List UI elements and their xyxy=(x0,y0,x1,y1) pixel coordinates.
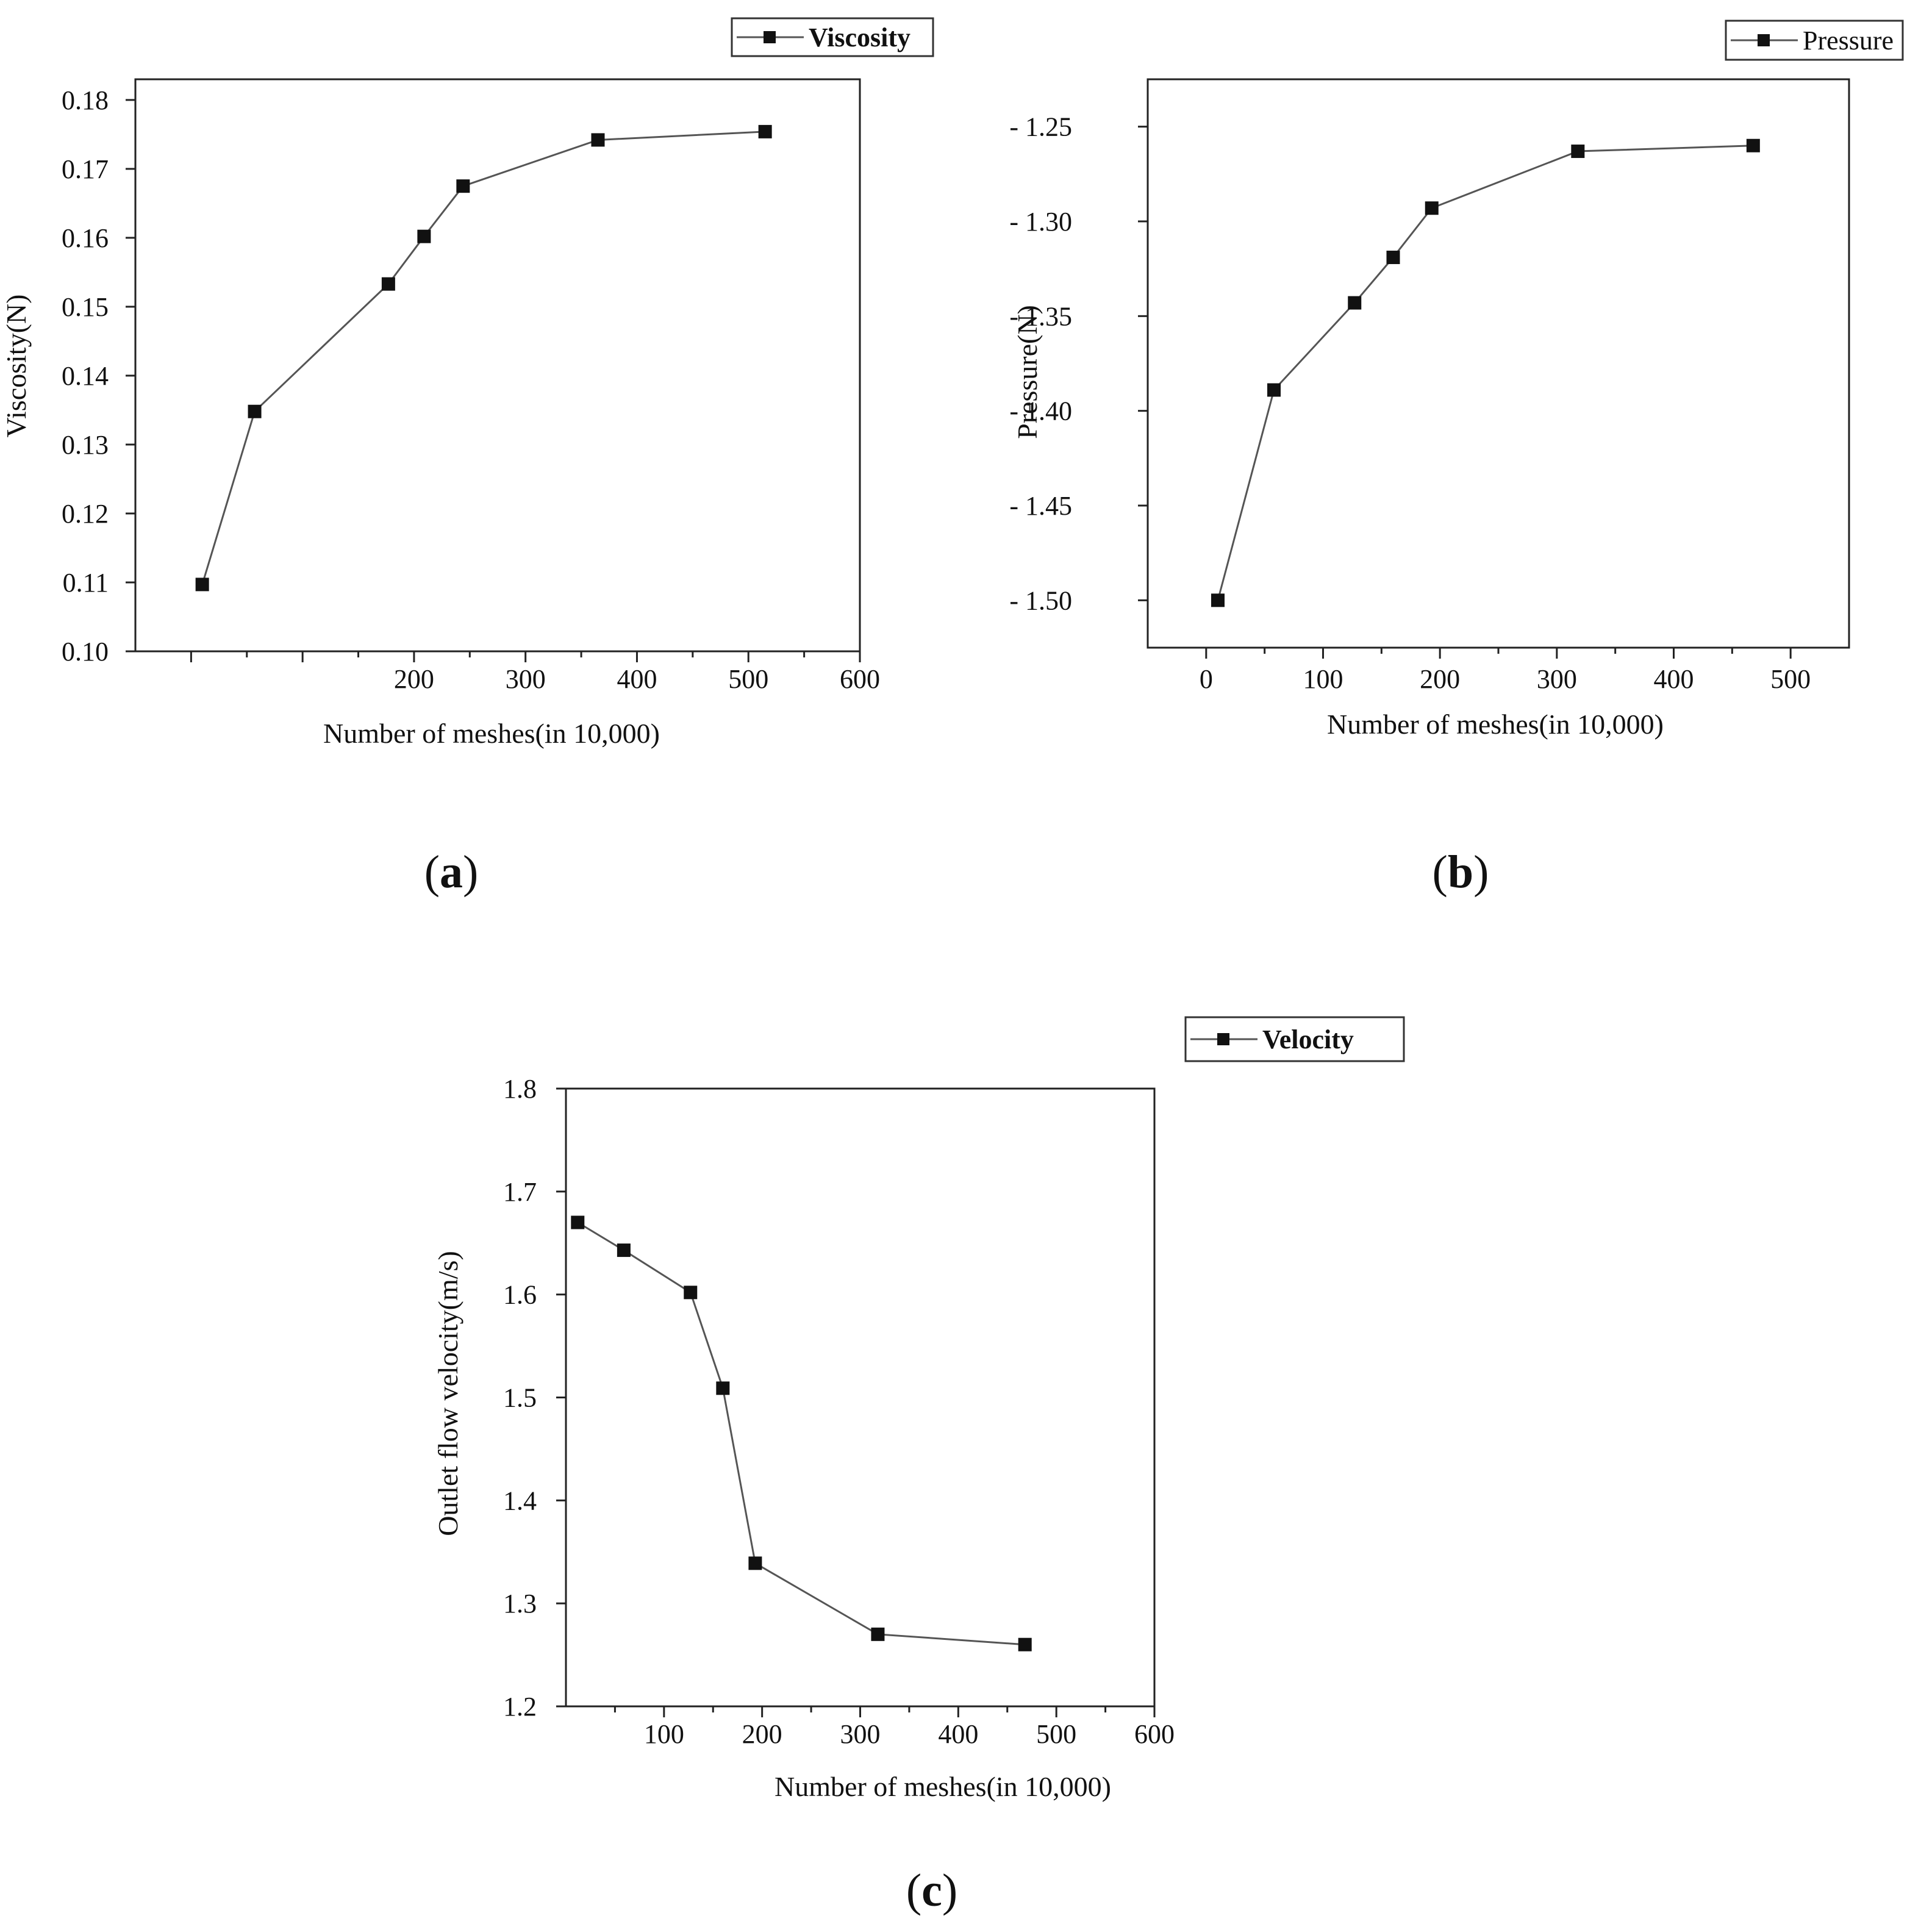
x-tick-label: 200 xyxy=(394,664,434,694)
y-tick-label: 1.4 xyxy=(503,1486,537,1515)
legend-label: Viscosity xyxy=(809,23,910,52)
legend-label: Pressure xyxy=(1803,26,1894,55)
series-line-velocity xyxy=(577,1222,1025,1646)
chart-b: - 1.25 - 1.30 - 1.35 - 1.40 - 1.45 - 1.50 0 100… xyxy=(1009,20,1904,898)
y-tick-label: - 1.50 xyxy=(1009,585,1072,615)
series-line-viscosity xyxy=(201,131,765,585)
legend: Viscosity xyxy=(731,17,934,57)
data-point xyxy=(195,578,209,592)
y-tick-label: - 1.25 xyxy=(1009,112,1072,142)
data-point xyxy=(716,1381,730,1395)
legend-marker xyxy=(1217,1033,1229,1045)
legend-marker xyxy=(764,31,776,43)
y-tick-label: 0.18 xyxy=(62,85,109,115)
data-point xyxy=(1348,296,1362,310)
panel-label: (a) xyxy=(424,846,479,898)
x-tick-label: 600 xyxy=(1134,1719,1175,1749)
y-tick-label: 0.17 xyxy=(62,154,109,184)
y-tick-label: 1.3 xyxy=(503,1589,537,1619)
data-point xyxy=(417,229,431,243)
x-tick-label: 600 xyxy=(840,664,880,694)
x-tick-label: 0 xyxy=(1200,664,1213,694)
x-tick-label: 300 xyxy=(840,1719,881,1749)
panel-label: (b) xyxy=(1433,846,1489,898)
y-tick-label: 0.13 xyxy=(62,430,109,460)
x-tick-label: 200 xyxy=(1420,664,1460,694)
data-point xyxy=(617,1243,631,1258)
data-point xyxy=(1386,251,1400,265)
x-tick-label: 300 xyxy=(506,664,546,694)
x-axis-title: Number of meshes(in 10,000) xyxy=(323,718,660,749)
plot-frame xyxy=(565,1087,1156,1708)
panel-letter: b xyxy=(1448,846,1473,898)
data-point xyxy=(748,1556,762,1570)
y-tick-label: 0.14 xyxy=(62,361,109,391)
x-tick-label: 400 xyxy=(617,664,657,694)
data-point xyxy=(1571,145,1585,159)
x-tick-label: 100 xyxy=(1303,664,1343,694)
x-tick-label: 400 xyxy=(1654,664,1694,694)
x-tick-label: 200 xyxy=(742,1719,782,1749)
data-point xyxy=(381,277,395,291)
data-point xyxy=(1746,138,1760,152)
y-tick-label: 1.7 xyxy=(503,1177,537,1207)
data-point xyxy=(1425,201,1439,215)
data-point xyxy=(1018,1637,1032,1651)
panel-letter: a xyxy=(440,846,463,898)
y-tick-label: 1.6 xyxy=(503,1280,537,1310)
y-tick-label: - 1.45 xyxy=(1009,491,1072,521)
y-tick-label: 0.10 xyxy=(62,637,109,667)
y-tick-label: 0.11 xyxy=(63,568,109,598)
data-point xyxy=(591,133,605,147)
legend-label: Velocity xyxy=(1262,1025,1354,1054)
chart-c: 1.2 1.3 1.4 1.5 1.6 1.7 1.8 100 200 300 400 500 600 N… xyxy=(432,1016,1405,1916)
y-tick-label: 1.8 xyxy=(503,1074,537,1104)
x-tick-label: 500 xyxy=(1770,664,1811,694)
series-line-pressure xyxy=(1217,145,1753,601)
y-axis-title: Viscosity(N) xyxy=(1,295,32,438)
data-point xyxy=(871,1627,885,1641)
data-point xyxy=(758,124,772,138)
y-tick-label: - 1.30 xyxy=(1009,207,1072,237)
data-point xyxy=(1211,593,1225,607)
y-tick-label: 0.16 xyxy=(62,223,109,253)
data-point xyxy=(248,404,262,418)
y-tick-label: - 1.35 xyxy=(1009,301,1072,331)
y-tick-label: - 1.40 xyxy=(1009,396,1072,426)
y-tick-label: 0.15 xyxy=(62,292,109,322)
legend: Pressure xyxy=(1725,20,1904,61)
plot-frame xyxy=(134,78,861,653)
plot-frame xyxy=(1147,78,1850,649)
chart-a: 0.10 0.11 0.12 0.13 0.14 0.15 0.16 0.17 0.18 200 3… xyxy=(1,17,934,898)
y-tick-label: 0.12 xyxy=(62,499,109,529)
data-point xyxy=(684,1286,698,1300)
legend: Velocity xyxy=(1184,1016,1405,1062)
y-axis-title: Pressure(N) xyxy=(1012,305,1043,439)
x-tick-label: 500 xyxy=(1036,1719,1076,1749)
x-tick-label: 400 xyxy=(938,1719,978,1749)
data-point xyxy=(456,179,470,193)
y-axis-title: Outlet flow velocity(m/s) xyxy=(432,1251,463,1536)
x-axis-title: Number of meshes(in 10,000) xyxy=(774,1771,1111,1802)
legend-marker xyxy=(1758,34,1770,46)
panel-label: (c) xyxy=(906,1865,957,1916)
x-tick-label: 500 xyxy=(728,664,768,694)
panel-letter: c xyxy=(921,1865,942,1916)
data-point xyxy=(1267,383,1281,397)
x-tick-label: 100 xyxy=(644,1719,684,1749)
data-point xyxy=(571,1215,585,1229)
y-tick-label: 1.2 xyxy=(503,1692,537,1722)
x-tick-label: 300 xyxy=(1537,664,1577,694)
x-axis-title: Number of meshes(in 10,000) xyxy=(1327,709,1664,740)
y-tick-label: 1.5 xyxy=(503,1383,537,1413)
